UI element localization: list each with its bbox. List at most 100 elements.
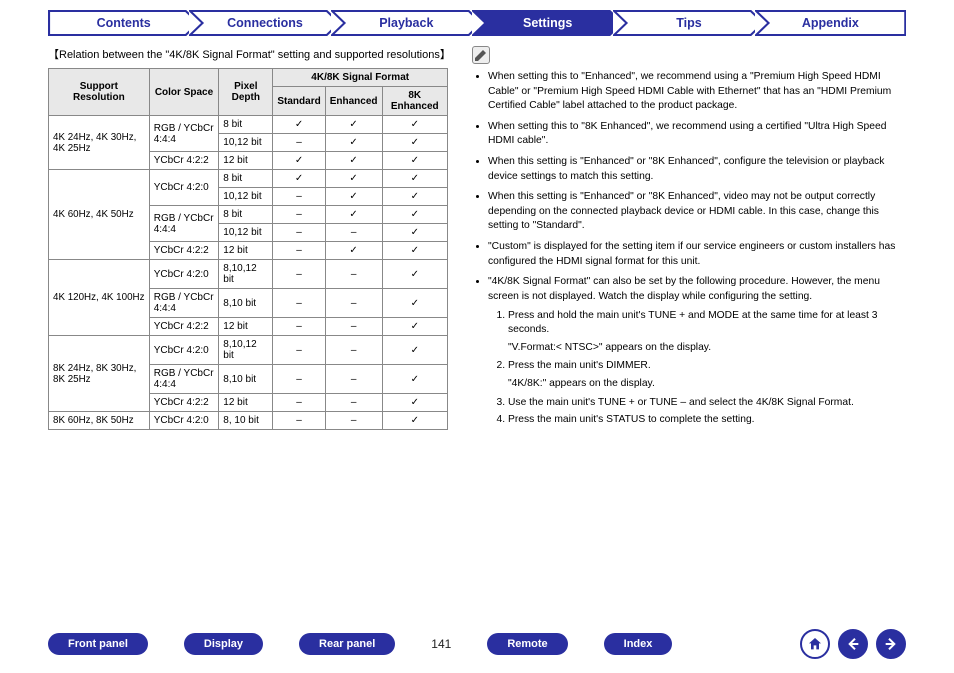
step-item: Press the main unit's STATUS to complete… [508, 413, 906, 428]
note-bullet: When this setting is "Enhanced" or "8K E… [488, 190, 906, 234]
right-column: When setting this to "Enhanced", we reco… [472, 46, 906, 434]
page-number: 141 [431, 637, 451, 651]
format-table: Support Resolution Color Space Pixel Dep… [48, 68, 448, 430]
note-bullet: "Custom" is displayed for the setting it… [488, 240, 906, 269]
note-bullet: When setting this to "Enhanced", we reco… [488, 70, 906, 114]
cell-k: ✓ [382, 260, 447, 289]
cell-color-space: YCbCr 4:2:0 [149, 260, 219, 289]
cell-e: – [325, 365, 382, 394]
table-title: 【Relation between the "4K/8K Signal Form… [48, 46, 448, 62]
th-pixel-depth: Pixel Depth [219, 69, 273, 116]
cell-pixel-depth: 8,10 bit [219, 365, 273, 394]
cell-k: ✓ [382, 224, 447, 242]
cell-s: – [273, 412, 325, 430]
left-column: 【Relation between the "4K/8K Signal Form… [48, 46, 448, 434]
cell-k: ✓ [382, 289, 447, 318]
cell-e: – [325, 224, 382, 242]
tab-appendix[interactable]: Appendix [755, 10, 906, 36]
cell-pixel-depth: 8 bit [219, 206, 273, 224]
cell-resolution: 8K 60Hz, 8K 50Hz [49, 412, 150, 430]
note-bullet: When setting this to "8K Enhanced", we r… [488, 120, 906, 149]
cell-pixel-depth: 10,12 bit [219, 224, 273, 242]
notes-list: When setting this to "Enhanced", we reco… [472, 70, 906, 428]
cell-k: ✓ [382, 394, 447, 412]
cell-s: – [273, 134, 325, 152]
tab-settings[interactable]: Settings [472, 10, 623, 36]
step-item: Use the main unit's TUNE + or TUNE – and… [508, 396, 906, 411]
remote-button[interactable]: Remote [487, 633, 567, 655]
cell-k: ✓ [382, 188, 447, 206]
tab-tips[interactable]: Tips [613, 10, 764, 36]
cell-e: ✓ [325, 152, 382, 170]
steps-list: Press and hold the main unit's TUNE + an… [488, 309, 906, 428]
cell-resolution: 4K 24Hz, 4K 30Hz, 4K 25Hz [49, 116, 150, 170]
index-button[interactable]: Index [604, 633, 673, 655]
cell-s: – [273, 336, 325, 365]
cell-k: ✓ [382, 152, 447, 170]
cell-e: – [325, 289, 382, 318]
cell-s: – [273, 318, 325, 336]
cell-e: – [325, 394, 382, 412]
cell-e: – [325, 260, 382, 289]
cell-s: – [273, 188, 325, 206]
cell-color-space: RGB / YCbCr 4:4:4 [149, 365, 219, 394]
cell-resolution: 8K 24Hz, 8K 30Hz, 8K 25Hz [49, 336, 150, 412]
cell-k: ✓ [382, 365, 447, 394]
top-tabs: ContentsConnectionsPlaybackSettingsTipsA… [0, 0, 954, 40]
table-row: 4K 24Hz, 4K 30Hz, 4K 25HzRGB / YCbCr 4:4… [49, 116, 448, 134]
cell-pixel-depth: 8 bit [219, 170, 273, 188]
cell-k: ✓ [382, 134, 447, 152]
cell-e: ✓ [325, 134, 382, 152]
front-panel-button[interactable]: Front panel [48, 633, 148, 655]
cell-k: ✓ [382, 412, 447, 430]
cell-k: ✓ [382, 206, 447, 224]
cell-pixel-depth: 10,12 bit [219, 134, 273, 152]
tab-playback[interactable]: Playback [331, 10, 482, 36]
cell-e: ✓ [325, 188, 382, 206]
next-icon[interactable] [876, 629, 906, 659]
cell-k: ✓ [382, 116, 447, 134]
display-button[interactable]: Display [184, 633, 263, 655]
cell-color-space: YCbCr 4:2:0 [149, 170, 219, 206]
cell-color-space: YCbCr 4:2:2 [149, 318, 219, 336]
cell-s: – [273, 224, 325, 242]
cell-e: – [325, 336, 382, 365]
cell-pixel-depth: 8, 10 bit [219, 412, 273, 430]
cell-color-space: YCbCr 4:2:2 [149, 242, 219, 260]
cell-pixel-depth: 8,10 bit [219, 289, 273, 318]
cell-s: – [273, 206, 325, 224]
cell-color-space: YCbCr 4:2:0 [149, 412, 219, 430]
table-row: 8K 60Hz, 8K 50HzYCbCr 4:2:08, 10 bit––✓ [49, 412, 448, 430]
cell-color-space: YCbCr 4:2:2 [149, 152, 219, 170]
cell-s: – [273, 289, 325, 318]
cell-pixel-depth: 10,12 bit [219, 188, 273, 206]
table-row: 8K 24Hz, 8K 30Hz, 8K 25HzYCbCr 4:2:08,10… [49, 336, 448, 365]
table-row: 4K 60Hz, 4K 50HzYCbCr 4:2:08 bit✓✓✓ [49, 170, 448, 188]
tab-connections[interactable]: Connections [189, 10, 340, 36]
cell-k: ✓ [382, 318, 447, 336]
home-icon[interactable] [800, 629, 830, 659]
footer: Front panel Display Rear panel 141 Remote I… [0, 629, 954, 659]
cell-e: – [325, 318, 382, 336]
tab-contents[interactable]: Contents [48, 10, 199, 36]
cell-pixel-depth: 12 bit [219, 318, 273, 336]
cell-pixel-depth: 12 bit [219, 394, 273, 412]
cell-e: ✓ [325, 170, 382, 188]
cell-color-space: YCbCr 4:2:2 [149, 394, 219, 412]
note-bullet: "4K/8K Signal Format" can also be set by… [488, 275, 906, 427]
rear-panel-button[interactable]: Rear panel [299, 633, 395, 655]
cell-s: – [273, 365, 325, 394]
cell-pixel-depth: 8 bit [219, 116, 273, 134]
cell-s: ✓ [273, 170, 325, 188]
step-item: Press and hold the main unit's TUNE + an… [508, 309, 906, 356]
table-row: 4K 120Hz, 4K 100HzYCbCr 4:2:08,10,12 bit… [49, 260, 448, 289]
pencil-icon [472, 46, 490, 64]
prev-icon[interactable] [838, 629, 868, 659]
th-resolution: Support Resolution [49, 69, 150, 116]
th-signal-format: 4K/8K Signal Format [273, 69, 448, 87]
nav-icons [800, 629, 906, 659]
cell-pixel-depth: 8,10,12 bit [219, 336, 273, 365]
cell-s: – [273, 260, 325, 289]
cell-resolution: 4K 120Hz, 4K 100Hz [49, 260, 150, 336]
cell-s: ✓ [273, 152, 325, 170]
